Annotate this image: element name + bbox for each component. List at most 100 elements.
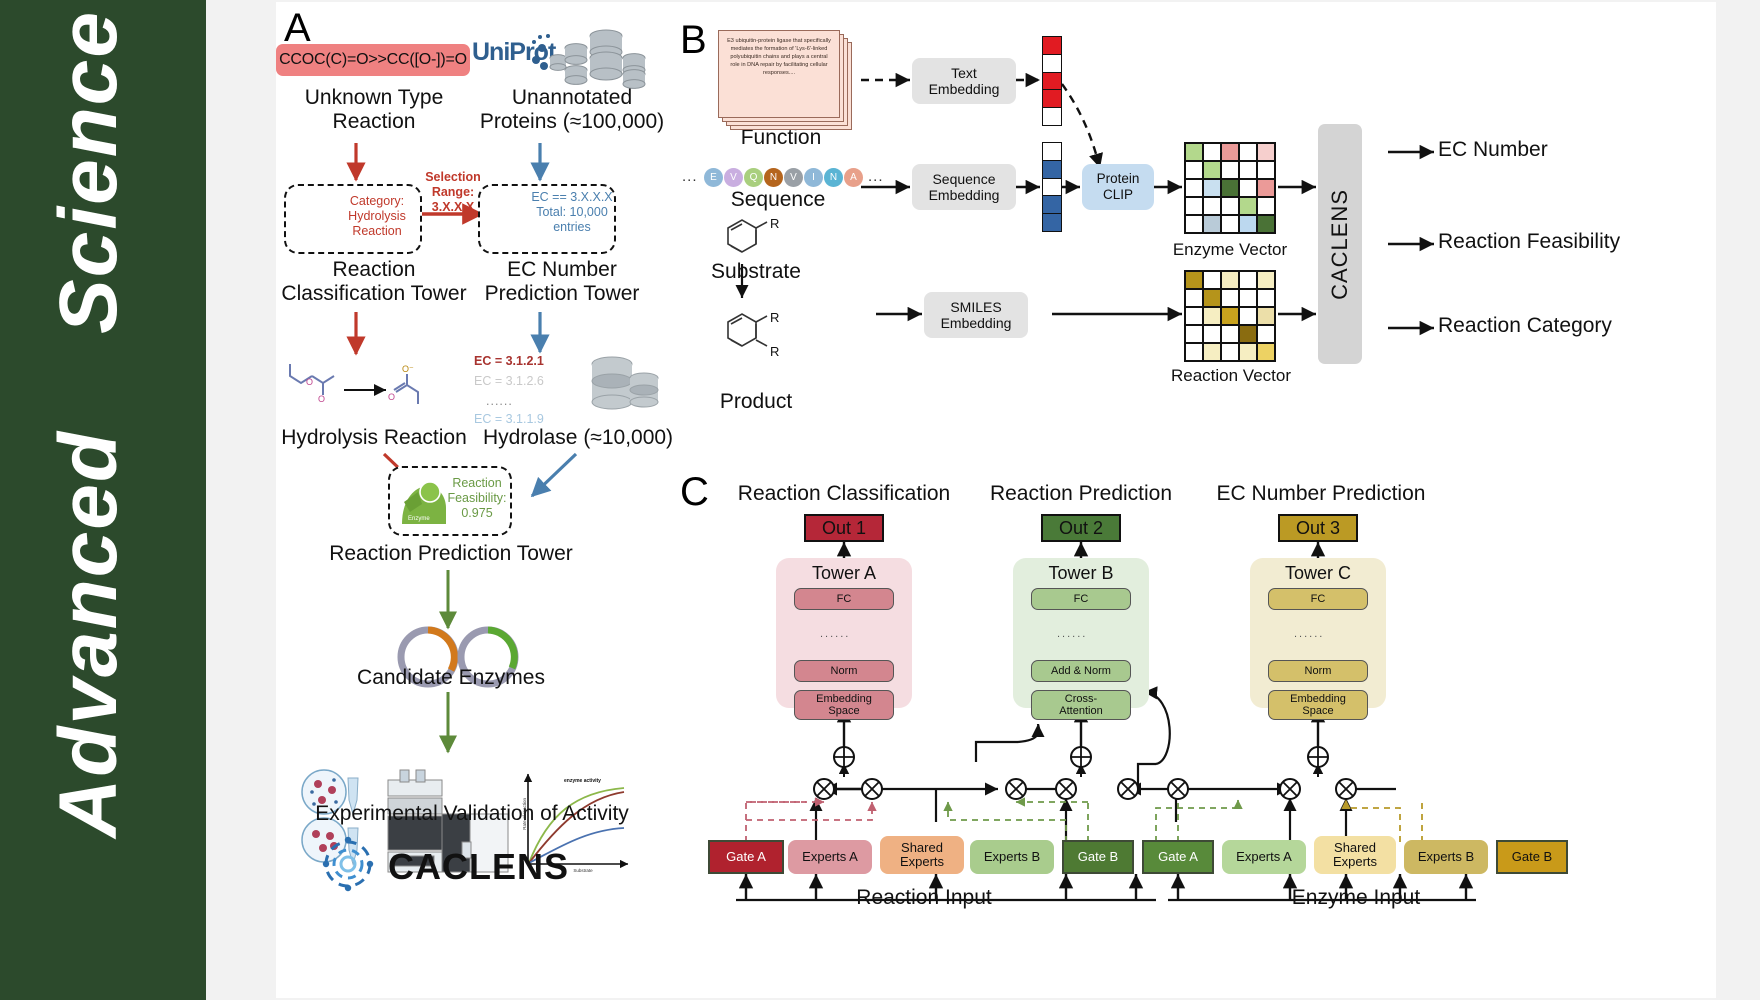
reaction-experts-a[interactable]: Experts A [788, 840, 872, 874]
matrix-cell-2-2 [1221, 179, 1239, 197]
svg-text:O⁻: O⁻ [402, 364, 414, 374]
matrix-cell-4-0 [1185, 343, 1203, 361]
reaction-shared-experts[interactable]: Shared Experts [880, 836, 964, 874]
matrix-cell-1-2 [1221, 161, 1239, 179]
svg-text:O: O [306, 377, 313, 387]
residue-q-2: Q [744, 168, 763, 187]
matrix-cell-1-1 [1203, 289, 1221, 307]
matrix-cell-3-1 [1203, 325, 1221, 343]
ec-number-box [478, 184, 616, 254]
matrix-cell-2-2 [1221, 307, 1239, 325]
caclens-wordmark: CACLENS [388, 846, 570, 887]
ec-list-item-3: EC = 3.1.1.9 [474, 412, 544, 426]
matrix-cell-1-0 [1185, 289, 1203, 307]
matrix-cell-4-2 [1221, 215, 1239, 233]
function-card-front: E3 ubiquitin-protein ligase that specifi… [718, 30, 840, 118]
svg-text:O: O [318, 394, 325, 404]
vector-cell-4 [1043, 108, 1061, 125]
tower-b-label: Tower B [1048, 563, 1114, 583]
candidate-enzymes-label: Candidate Enzymes [357, 666, 545, 689]
tower-c-block-fc: FC [1268, 588, 1368, 610]
enzyme-shared-experts[interactable]: Shared Experts [1314, 836, 1396, 874]
out-3-box: Out 3 [1278, 514, 1358, 542]
matrix-cell-1-3 [1239, 289, 1257, 307]
reaction-gate-b[interactable]: Gate B [1062, 840, 1134, 874]
matrix-cell-2-1 [1203, 307, 1221, 325]
reaction-gate-a[interactable]: Gate A [708, 840, 784, 874]
enzyme-input-label: Enzyme Input [1291, 886, 1421, 909]
ec-number-prediction-tower-label: EC Number Prediction Tower [484, 258, 640, 306]
matrix-cell-4-3 [1239, 343, 1257, 361]
tower-a-block-norm: Norm [794, 660, 894, 682]
vector-cell-2 [1043, 72, 1061, 91]
tower-a-block-embedding: Embedding Space [794, 690, 894, 720]
residue-v-1: V [724, 168, 743, 187]
caclens-logo-icon [322, 836, 374, 892]
unannotated-proteins-label: Unannotated Proteins (≈100,000) [479, 86, 665, 134]
figure-canvas: O O O⁻ O [276, 2, 1716, 998]
vector-cell-4 [1043, 214, 1061, 231]
kinetics-annotation: enzyme activity [564, 778, 601, 784]
tower-b-block-fc: FC [1031, 588, 1131, 610]
enzyme-experts-a[interactable]: Experts A [1222, 840, 1306, 874]
vector-cell-1 [1043, 160, 1061, 179]
hydrolase-database-icon [591, 356, 659, 410]
tower-a: Tower A [776, 558, 912, 708]
tower-c: Tower C [1250, 558, 1386, 708]
unknown-reaction-label: Unknown Type Reaction [304, 86, 444, 134]
out-2-box: Out 2 [1041, 514, 1121, 542]
matrix-cell-1-4 [1257, 161, 1275, 179]
ec-list-item-1: EC = 3.1.2.6 [474, 374, 544, 388]
matrix-cell-3-2 [1221, 197, 1239, 215]
output-reaction-feasibility: Reaction Feasibility [1438, 230, 1621, 253]
matrix-cell-4-2 [1221, 343, 1239, 361]
text-embedding-vector [1042, 36, 1062, 126]
tower-b: Tower B [1013, 558, 1149, 708]
reaction-classification-box [284, 184, 422, 254]
matrix-cell-3-0 [1185, 197, 1203, 215]
uniprot-logo: UniProt [472, 38, 556, 66]
ec-list-item-0: EC = 3.1.2.1 [474, 354, 544, 368]
tower-c-label: Tower C [1284, 563, 1351, 583]
residue-n-6: N [824, 168, 843, 187]
hydrolase-label: Hydrolase (≈10,000) [482, 426, 674, 449]
matrix-cell-2-4 [1257, 179, 1275, 197]
enzyme-gate-b[interactable]: Gate B [1496, 840, 1568, 874]
matrix-cell-3-0 [1185, 325, 1203, 343]
reaction-experts-b[interactable]: Experts B [970, 840, 1054, 874]
reaction-classification-tower-label: Reaction Classification Tower [281, 258, 467, 306]
journal-band: Science Advanced [0, 0, 206, 1000]
enzyme-experts-b[interactable]: Experts B [1404, 840, 1488, 874]
band-text-science: Science [43, 10, 134, 334]
tower-a-dots: ...... [820, 628, 851, 640]
vector-cell-3 [1043, 196, 1061, 215]
product-r2-label: R [770, 344, 780, 359]
residue-a-7: A [844, 168, 863, 187]
sequence-embedding-vector [1042, 142, 1062, 232]
vector-cell-1 [1043, 54, 1061, 73]
matrix-cell-0-1 [1203, 143, 1221, 161]
matrix-cell-3-1 [1203, 197, 1221, 215]
panel-a-letter: A [284, 6, 311, 50]
tower-c-dots: ...... [1294, 628, 1325, 640]
tower-c-block-embedding: Embedding Space [1268, 690, 1368, 720]
vector-cell-0 [1043, 37, 1061, 55]
sequence-ellipsis-right: ... [868, 168, 884, 185]
matrix-cell-0-2 [1221, 143, 1239, 161]
sequence-embedding-block: Sequence Embedding [912, 164, 1016, 210]
matrix-cell-4-3 [1239, 215, 1257, 233]
category-text: Category: Hydrolysis Reaction [348, 194, 406, 238]
matrix-cell-4-1 [1203, 343, 1221, 361]
tower-a-block-fc: FC [794, 588, 894, 610]
matrix-cell-3-4 [1257, 197, 1275, 215]
matrix-cell-2-1 [1203, 179, 1221, 197]
band-text-advanced: Advanced [43, 430, 134, 838]
matrix-cell-2-0 [1185, 179, 1203, 197]
reaction-prediction-tower-label: Reaction Prediction Tower [329, 542, 573, 565]
matrix-cell-3-3 [1239, 325, 1257, 343]
enzyme-gate-a[interactable]: Gate A [1142, 840, 1214, 874]
matrix-cell-0-2 [1221, 271, 1239, 289]
matrix-cell-4-4 [1257, 215, 1275, 233]
matrix-cell-3-2 [1221, 325, 1239, 343]
